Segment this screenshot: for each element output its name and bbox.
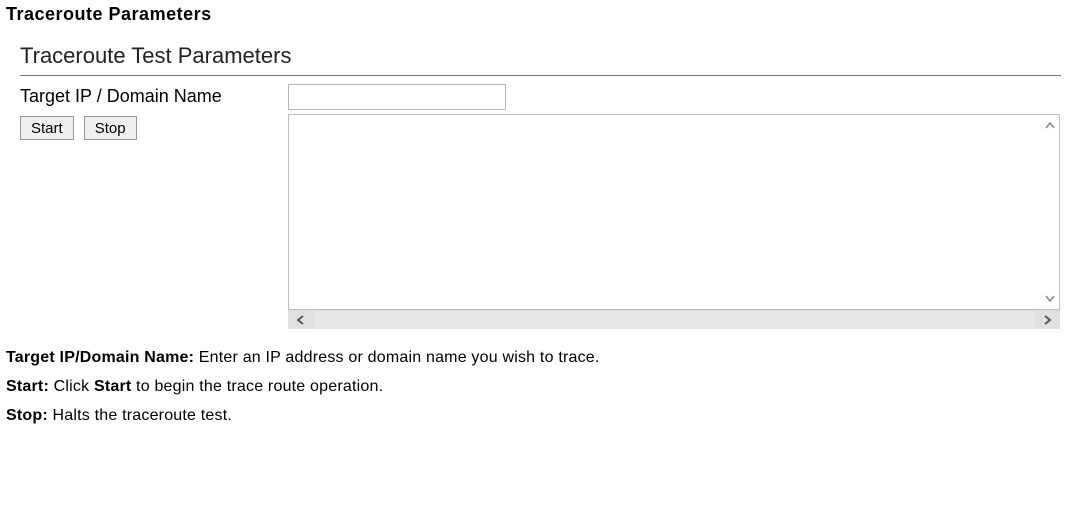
help-text: Target IP/Domain Name: Enter an IP addre… bbox=[6, 346, 1061, 428]
help-target-text: Enter an IP address or domain name you w… bbox=[194, 349, 599, 366]
scroll-right-icon[interactable] bbox=[1034, 311, 1060, 329]
help-stop-term: Stop: bbox=[6, 407, 48, 424]
help-start-term: Start: bbox=[6, 378, 49, 395]
scroll-down-icon[interactable] bbox=[1041, 287, 1059, 309]
horizontal-scrollbar[interactable] bbox=[288, 310, 1060, 328]
help-start-post: to begin the trace route operation. bbox=[131, 378, 383, 395]
panel-title: Traceroute Test Parameters bbox=[20, 43, 1061, 76]
page-title: Traceroute Parameters bbox=[6, 4, 1061, 25]
help-stop-text: Halts the traceroute test. bbox=[48, 407, 232, 424]
traceroute-panel: Traceroute Test Parameters Target IP / D… bbox=[20, 43, 1061, 328]
scroll-left-icon[interactable] bbox=[288, 311, 314, 329]
output-textarea[interactable] bbox=[288, 114, 1060, 310]
scroll-up-icon[interactable] bbox=[1041, 115, 1059, 137]
scroll-track[interactable] bbox=[314, 311, 1034, 329]
target-input[interactable] bbox=[288, 84, 506, 110]
vertical-scrollbar[interactable] bbox=[1041, 115, 1059, 309]
start-button[interactable]: Start bbox=[20, 116, 74, 140]
help-start-bold: Start bbox=[94, 378, 131, 395]
help-target-term: Target IP/Domain Name: bbox=[6, 349, 194, 366]
target-label: Target IP / Domain Name bbox=[20, 84, 288, 107]
stop-button[interactable]: Stop bbox=[84, 116, 137, 140]
output-area bbox=[288, 114, 1060, 328]
help-start-pre: Click bbox=[49, 378, 94, 395]
